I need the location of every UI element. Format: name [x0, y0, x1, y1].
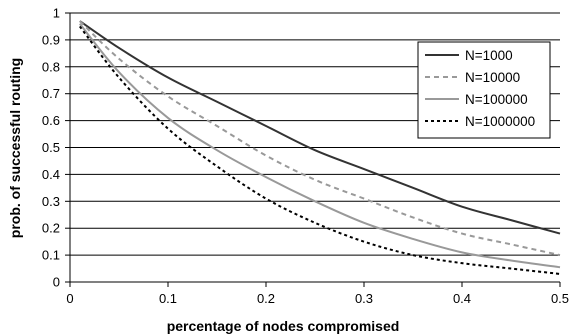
legend-label: N=1000 [465, 48, 513, 63]
y-tick-label: 0.1 [42, 248, 60, 263]
series-line-n-1000000 [79, 25, 561, 275]
x-tick-label: 0.5 [551, 291, 569, 306]
y-tick-label: 0.8 [42, 59, 60, 74]
x-tick-label: 0.1 [159, 291, 177, 306]
legend-label: N=100000 [465, 92, 528, 107]
y-tick-label: 0.3 [42, 194, 60, 209]
y-tick-label: 0.5 [42, 140, 60, 155]
y-tick-label: 0.2 [42, 221, 60, 236]
y-axis-title: prob. of successful routing [7, 58, 23, 238]
gridlines [70, 12, 560, 256]
y-tick-label: 0 [53, 275, 60, 290]
y-tick-label: 0.6 [42, 113, 60, 128]
series-line-n-1000 [79, 20, 561, 235]
x-axis-title: percentage of nodes compromised [167, 318, 400, 334]
y-tick-label: 0.4 [42, 167, 60, 182]
x-tick-label: 0 [66, 291, 73, 306]
x-tick-label: 0.4 [453, 291, 471, 306]
series-lines [79, 20, 561, 275]
x-tick-label: 0.2 [257, 291, 275, 306]
series-line-n-100000 [79, 23, 561, 269]
y-tick-label: 0.9 [42, 32, 60, 47]
axes: 0 0.1 0.2 0.3 0.4 0.5 0.6 0.7 0.8 0.9 1 0 0.1 0.2 0.3 0… [42, 6, 569, 307]
x-tick-label: 0.3 [355, 291, 373, 306]
y-tick-label: 0.7 [42, 86, 60, 101]
legend-label: N=1000000 [465, 114, 535, 129]
legend-label: N=10000 [465, 70, 520, 85]
y-tick-label: 1 [53, 6, 60, 21]
legend: N=1000 N=10000 N=100000 N=1000000 [417, 41, 551, 139]
